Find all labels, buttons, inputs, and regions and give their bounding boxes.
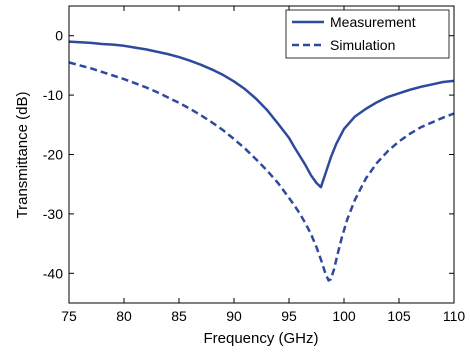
x-tick-label: 75 bbox=[61, 308, 77, 324]
series-layer bbox=[68, 40, 455, 282]
y-tick-label: -40 bbox=[43, 265, 63, 281]
y-tick-label: -10 bbox=[43, 87, 63, 103]
y-axis-label: Transmittance (dB) bbox=[14, 92, 31, 219]
x-tick-label: 105 bbox=[387, 308, 411, 324]
legend: Measurement Simulation bbox=[285, 9, 450, 59]
x-tick-label: 85 bbox=[171, 308, 187, 324]
series-line-measurement bbox=[68, 40, 455, 189]
x-tick-label: 90 bbox=[226, 308, 242, 324]
x-tick-label: 80 bbox=[116, 308, 132, 324]
x-tick-label: 95 bbox=[281, 308, 297, 324]
y-tick-label: -30 bbox=[43, 206, 63, 222]
tick-layer: 75 80 85 90 95 100 105 110 0 -10 -20 -30 -40 bbox=[43, 6, 466, 324]
y-tick-label: 0 bbox=[55, 28, 63, 44]
x-tick-label: 110 bbox=[443, 308, 466, 324]
y-tick-label: -20 bbox=[43, 147, 63, 163]
x-axis-label: Frequency (GHz) bbox=[203, 330, 318, 347]
legend-label-measurement: Measurement bbox=[330, 14, 416, 30]
x-tick-label: 100 bbox=[332, 308, 356, 324]
legend-box bbox=[285, 9, 450, 59]
legend-label-simulation: Simulation bbox=[330, 37, 395, 53]
series-line-simulation bbox=[68, 61, 455, 282]
